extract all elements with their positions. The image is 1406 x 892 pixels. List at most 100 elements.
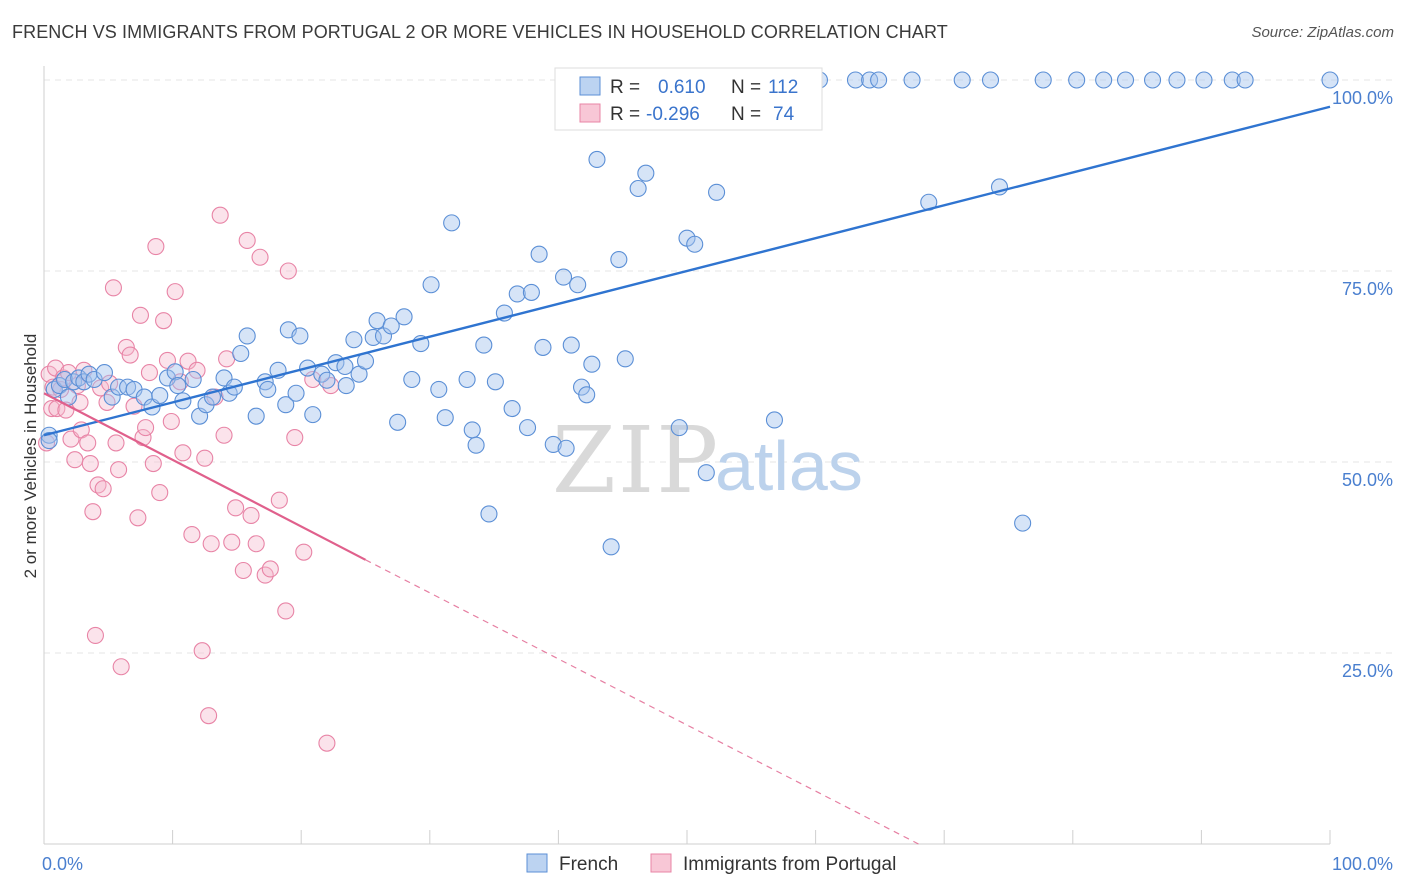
french-point (508, 285, 526, 303)
french-point (981, 71, 1000, 89)
french-point (578, 386, 596, 404)
french-point (1236, 71, 1254, 89)
axes (43, 66, 1331, 845)
french-point (1068, 71, 1086, 89)
french-point (583, 355, 601, 373)
legend-label-portugal: Immigrants from Portugal (683, 854, 896, 875)
french-point (395, 308, 413, 326)
french-point (436, 409, 454, 427)
french-point (259, 380, 277, 398)
chart-title: FRENCH VS IMMIGRANTS FROM PORTUGAL 2 OR … (12, 22, 948, 42)
french-point (522, 283, 540, 301)
portugal-point (84, 503, 102, 521)
french-point (337, 377, 355, 395)
portugal-point (147, 238, 165, 256)
portugal-point (286, 429, 304, 447)
portugal-point (318, 734, 336, 752)
series-legend: French Immigrants from Portugal (526, 853, 896, 875)
portugal-points (38, 206, 340, 752)
french-point (443, 214, 461, 232)
y-axis-label: 2 or more Vehicles in Household (21, 334, 40, 579)
french-point (40, 432, 58, 450)
french-point (697, 464, 715, 482)
portugal-point (129, 509, 147, 527)
portugal-point (277, 602, 295, 620)
french-point (602, 538, 620, 556)
french-point (169, 377, 187, 395)
french-point (1143, 71, 1162, 89)
french-point (95, 364, 113, 382)
x-tick-label-max: 100.0% (1332, 854, 1393, 874)
french-point (238, 327, 256, 345)
y-tick-labels: 25.0% 50.0% 75.0% 100.0% (1332, 88, 1393, 681)
portugal-point (117, 338, 135, 356)
watermark-zip: ZIP (552, 407, 720, 514)
gridlines (44, 79, 1393, 654)
trend-lines (43, 105, 1331, 845)
portugal-point (196, 449, 214, 467)
french-point (277, 396, 295, 414)
portugal-point (227, 499, 245, 517)
french-point (1034, 71, 1052, 89)
french-point (1168, 71, 1186, 89)
portugal-point (79, 434, 97, 452)
legend-swatch-french (526, 853, 548, 873)
portugal-point (131, 306, 149, 324)
portugal-point (242, 506, 260, 525)
french-point (232, 344, 250, 363)
stats-legend: R = 0.610 N = 112 R = -0.296 N = 74 (554, 67, 823, 131)
french-swatch (579, 76, 601, 96)
french-point (458, 370, 476, 389)
portugal-point (104, 279, 122, 297)
y-tick-label: 75.0% (1342, 279, 1393, 299)
french-point (1223, 71, 1241, 89)
portugal-point (251, 248, 269, 266)
portugal-point (144, 454, 162, 473)
french-point (475, 336, 493, 354)
french-point (610, 250, 628, 269)
french-point (422, 276, 440, 294)
french-point (953, 71, 971, 89)
portugal-point (295, 543, 313, 561)
portugal-swatch (579, 103, 601, 123)
y-tick-label: 100.0% (1332, 88, 1393, 108)
portugal-point (166, 283, 184, 301)
french-point (518, 419, 537, 437)
french-point (903, 71, 921, 89)
french-point (588, 150, 606, 169)
portugal-point (188, 361, 206, 379)
french-point (534, 338, 552, 356)
portugal-point (193, 642, 211, 660)
legend-label-french: French (559, 854, 618, 875)
french-point (1321, 71, 1339, 89)
french-r-value: 0.610 (658, 77, 706, 98)
french-point (389, 413, 407, 431)
y-tick-label: 25.0% (1342, 661, 1393, 681)
french-point (403, 370, 421, 389)
french-point (151, 386, 169, 405)
french-point (463, 421, 481, 439)
french-point (637, 164, 655, 182)
french-point (480, 505, 498, 523)
portugal-point (94, 480, 112, 498)
french-point (1195, 71, 1213, 89)
french-point (569, 276, 587, 294)
french-point (103, 388, 121, 406)
french-point (870, 71, 888, 89)
portugal-point (279, 262, 297, 280)
portugal-point (107, 434, 125, 452)
source-label: Source: ZipAtlas.com (1251, 24, 1394, 41)
portugal-point (179, 352, 197, 370)
french-point (184, 370, 202, 389)
french-point (40, 426, 58, 444)
french-point (304, 406, 322, 424)
french-point (1095, 71, 1113, 89)
portugal-point (98, 393, 116, 411)
french-point (382, 317, 400, 335)
x-tick-label-min: 0.0% (42, 854, 83, 874)
french-r-label: R = (610, 77, 640, 98)
french-point (467, 436, 485, 454)
french-point (616, 350, 634, 368)
portugal-point (223, 533, 241, 551)
